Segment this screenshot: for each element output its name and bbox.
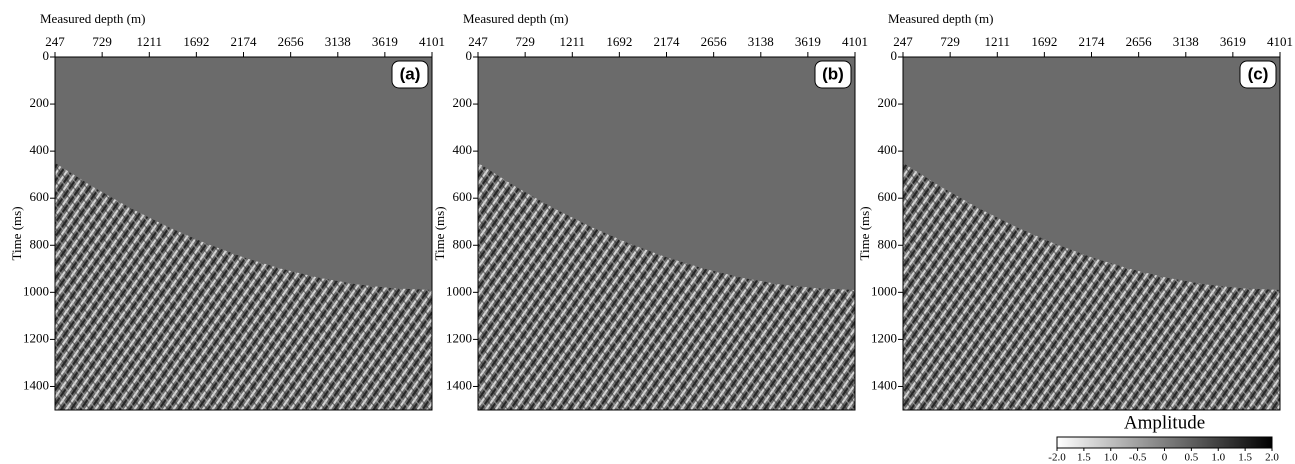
x-tick-label: 2656 — [701, 34, 728, 49]
panel-label: (b) — [822, 64, 844, 83]
panel-label-box — [1239, 60, 1277, 89]
x-tick-label: 3138 — [748, 34, 774, 49]
y-tick-label: 600 — [878, 189, 898, 204]
x-tick-label: 2174 — [654, 34, 681, 49]
x-tick-label: 1692 — [1031, 34, 1057, 49]
y-tick-label: 1400 — [446, 377, 472, 392]
y-axis-label: Time (ms) — [432, 206, 447, 260]
colorbar-tick-label: -2.0 — [1048, 452, 1066, 464]
colorbar-tick-label: 1.0 — [1211, 452, 1225, 464]
x-axis-label: Measured depth (m) — [463, 11, 568, 26]
x-tick-label: 3619 — [795, 34, 821, 49]
x-tick-label: 2174 — [231, 34, 258, 49]
x-tick-label: 3138 — [1173, 34, 1199, 49]
y-tick-label: 1200 — [23, 330, 49, 345]
x-tick-label: 4101 — [419, 34, 445, 49]
y-tick-label: 400 — [878, 142, 898, 157]
x-tick-label: 1692 — [606, 34, 632, 49]
x-tick-label: 3619 — [372, 34, 398, 49]
x-tick-label: 1211 — [560, 34, 586, 49]
y-tick-label: 800 — [453, 236, 473, 251]
panel-label: (c) — [1248, 64, 1269, 83]
colorbar-tick-label: 1.0 — [1104, 452, 1118, 464]
y-tick-label: 1400 — [871, 377, 897, 392]
seismic-texture — [55, 162, 432, 410]
colorbar-tick-label: -0.5 — [1129, 452, 1147, 464]
x-tick-label: 247 — [45, 34, 65, 49]
y-tick-label: 200 — [453, 95, 473, 110]
y-tick-label: 0 — [891, 48, 898, 63]
x-tick-label: 247 — [893, 34, 913, 49]
panel-label: (a) — [400, 64, 421, 83]
x-tick-label: 4101 — [1267, 34, 1293, 49]
colorbar-tick-label: 1.5 — [1077, 452, 1091, 464]
y-tick-label: 400 — [453, 142, 473, 157]
seismic-texture — [478, 162, 855, 410]
y-tick-label: 0 — [43, 48, 50, 63]
x-tick-label: 2174 — [1079, 34, 1106, 49]
x-tick-label: 1211 — [985, 34, 1011, 49]
y-tick-label: 1000 — [23, 283, 49, 298]
y-tick-label: 600 — [453, 189, 473, 204]
x-tick-label: 247 — [468, 34, 488, 49]
x-tick-label: 2656 — [1126, 34, 1153, 49]
y-axis-label: Time (ms) — [857, 206, 872, 260]
x-axis-label: Measured depth (m) — [888, 11, 993, 26]
x-tick-label: 1211 — [137, 34, 163, 49]
y-tick-label: 1400 — [23, 377, 49, 392]
colorbar — [1056, 436, 1273, 449]
y-tick-label: 600 — [30, 189, 50, 204]
y-tick-label: 1200 — [446, 330, 472, 345]
y-tick-label: 200 — [30, 95, 50, 110]
seismic-texture — [903, 162, 1280, 410]
x-tick-label: 3138 — [325, 34, 351, 49]
panel-label-box — [391, 60, 429, 89]
x-tick-label: 3619 — [1220, 34, 1246, 49]
y-tick-label: 0 — [466, 48, 473, 63]
x-tick-label: 729 — [940, 34, 960, 49]
panel-label-box — [814, 60, 852, 89]
x-tick-label: 4101 — [842, 34, 868, 49]
colorbar-tick-label: 0.5 — [1185, 452, 1199, 464]
colorbar-tick-label: 0 — [1162, 452, 1168, 464]
y-tick-label: 1200 — [871, 330, 897, 345]
x-tick-label: 2656 — [278, 34, 305, 49]
y-tick-label: 200 — [878, 95, 898, 110]
y-tick-label: 800 — [30, 236, 50, 251]
x-tick-label: 1692 — [183, 34, 209, 49]
x-axis-label: Measured depth (m) — [40, 11, 145, 26]
colorbar-title: Amplitude — [1124, 412, 1205, 433]
x-tick-label: 729 — [515, 34, 535, 49]
colorbar-tick-label: 1.5 — [1238, 452, 1252, 464]
y-tick-label: 800 — [878, 236, 898, 251]
y-axis-label: Time (ms) — [9, 206, 24, 260]
y-tick-label: 1000 — [871, 283, 897, 298]
y-tick-label: 1000 — [446, 283, 472, 298]
colorbar-tick-label: 2.0 — [1265, 452, 1279, 464]
x-tick-label: 729 — [92, 34, 112, 49]
y-tick-label: 400 — [30, 142, 50, 157]
